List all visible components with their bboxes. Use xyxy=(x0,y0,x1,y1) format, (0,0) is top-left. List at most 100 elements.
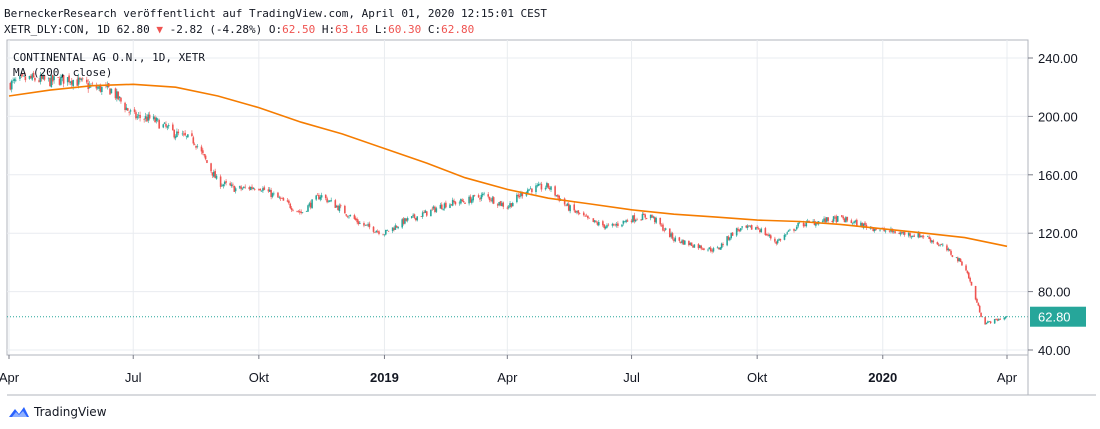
candle-body xyxy=(927,236,929,237)
candle-body xyxy=(315,195,317,200)
candle-body xyxy=(462,200,465,203)
candle-body xyxy=(606,225,608,228)
candle-body xyxy=(936,242,939,245)
candle-body xyxy=(569,205,571,212)
candle-body xyxy=(372,226,375,232)
candle-body xyxy=(894,231,896,234)
grid xyxy=(7,40,1028,355)
candle-body xyxy=(439,204,442,209)
candle-body xyxy=(816,223,819,225)
candle-body xyxy=(630,220,633,222)
candle-body xyxy=(412,214,414,216)
candle-body xyxy=(222,184,225,187)
candle-body xyxy=(346,216,349,217)
candle-body xyxy=(395,225,398,228)
candle-body xyxy=(135,112,137,119)
candle-body xyxy=(238,186,241,188)
candle-body xyxy=(338,205,341,212)
candle-body xyxy=(942,244,944,246)
candle-body xyxy=(98,85,100,89)
candle-body xyxy=(488,196,491,201)
candle-body xyxy=(491,197,494,202)
candle-body xyxy=(20,75,23,77)
candle-body xyxy=(464,202,466,204)
candle-body xyxy=(133,109,136,112)
candle-body xyxy=(490,200,492,202)
candle-body xyxy=(509,203,511,207)
candle-body xyxy=(165,124,167,127)
candle-body xyxy=(114,88,117,99)
candle-body xyxy=(53,76,55,81)
candle-body xyxy=(248,187,251,190)
candle-body xyxy=(47,77,50,79)
candle-body xyxy=(319,196,322,200)
candle-body xyxy=(955,257,958,258)
candle-body xyxy=(204,155,207,160)
candle-body xyxy=(708,247,711,250)
candle-body xyxy=(193,143,196,145)
candle-body xyxy=(30,75,32,79)
candle-body xyxy=(928,236,930,240)
candle-body xyxy=(966,270,969,274)
candle-body xyxy=(219,176,222,187)
candle-body xyxy=(187,134,189,138)
y-tick-label: 240.00 xyxy=(1038,51,1078,66)
x-tick-label: 2020 xyxy=(868,370,897,385)
candle-body xyxy=(308,203,311,206)
candle-body xyxy=(167,125,170,127)
candle-body xyxy=(621,224,623,227)
candle-body xyxy=(42,75,44,80)
candle-body xyxy=(853,221,855,223)
candle-body xyxy=(413,214,416,219)
candle-body xyxy=(206,160,208,163)
candle-body xyxy=(211,172,214,176)
candle-body xyxy=(66,77,69,83)
candle-body xyxy=(980,312,982,317)
price-axis[interactable]: 240.00 200.00 160.00 120.00 80.00 40.00 xyxy=(1028,51,1078,358)
candle-body xyxy=(241,188,244,190)
candle-body xyxy=(756,226,758,228)
candle-body xyxy=(516,194,518,203)
candle-body xyxy=(967,272,970,279)
candle-body xyxy=(76,79,79,86)
candle-body xyxy=(329,200,331,202)
candle-body xyxy=(737,228,739,231)
candle-body xyxy=(410,216,413,218)
candle-body xyxy=(200,146,203,152)
tradingview-brand[interactable]: TradingView xyxy=(8,405,107,419)
time-axis[interactable]: Apr Jul Okt 2019 Apr Jul Okt 2020 Apr xyxy=(0,355,1018,385)
legend-indicator: MA (200, close) xyxy=(13,66,112,79)
candle-body xyxy=(918,232,921,238)
candle-body xyxy=(827,217,829,221)
candle-body xyxy=(907,232,910,236)
candle-body xyxy=(802,222,805,227)
x-tick-label: Apr xyxy=(497,370,518,385)
candle-body xyxy=(192,137,195,144)
candle-body xyxy=(421,212,424,217)
candle-body xyxy=(240,186,242,190)
candle-body xyxy=(72,80,74,87)
candle-body xyxy=(988,321,991,322)
candle-body xyxy=(815,222,817,226)
candle-body xyxy=(643,213,645,216)
candle-body xyxy=(993,318,996,324)
candle-body xyxy=(688,240,690,246)
candle-body xyxy=(805,221,808,227)
candle-body xyxy=(640,219,642,221)
candle-body xyxy=(786,232,788,234)
candle-body xyxy=(587,215,589,219)
candle-body xyxy=(898,233,900,234)
candle-body xyxy=(547,183,550,188)
ma-200-line xyxy=(8,83,1008,248)
candle-body xyxy=(443,203,446,209)
candle-body xyxy=(51,75,54,82)
candle-body xyxy=(214,170,216,179)
candle-body xyxy=(270,190,272,197)
candle-body xyxy=(716,247,719,249)
candle-body xyxy=(32,72,35,78)
candle-body xyxy=(309,202,312,208)
candle-body xyxy=(957,257,959,262)
candle-body xyxy=(174,136,177,139)
candle-body xyxy=(528,189,530,191)
